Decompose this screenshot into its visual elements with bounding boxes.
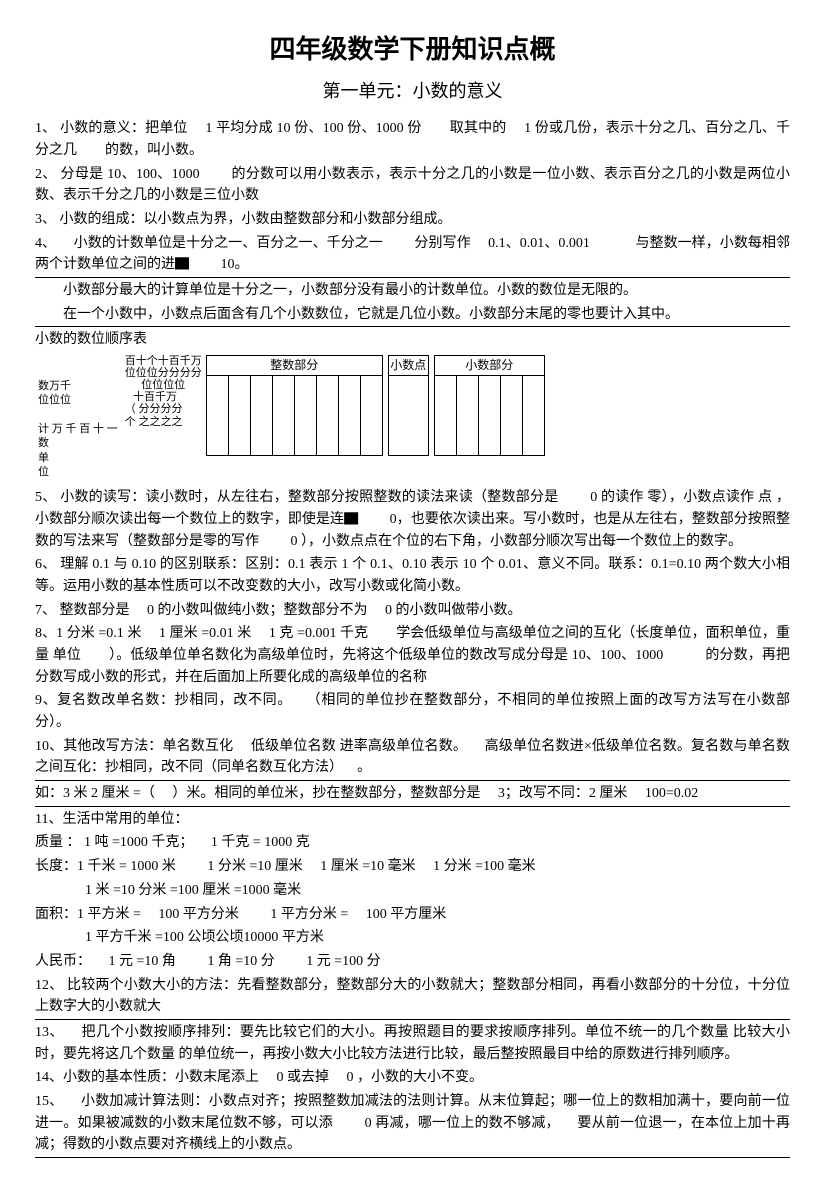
item-14: 14、小数的基本性质：小数末尾添上 0 或去掉 0 ，小数的大小不变。 <box>35 1067 790 1089</box>
item-4b: 在一个小数中，小数点后面含有几个小数数位，它就是几位小数。小数部分末尾的零也要计… <box>35 304 790 328</box>
side-labels-mid: 百十个十百千万位位位分分分分 位位位位 十百千万（ 分分分分个 之之之之 <box>125 355 202 428</box>
item-11c: 1 米 =10 分米 =100 厘米 =1000 毫米 <box>35 880 790 902</box>
unit-title: 第一单元：小数的意义 <box>35 78 790 106</box>
item-4: 4、 小数的计数单位是十分之一、百分之一、千分之一 分别写作 0.1、0.01、… <box>35 233 790 278</box>
item-10: 10、其他改写方法：单名数互化 低级单位名数 进率高级单位名数。 高级单位名数进… <box>35 736 790 781</box>
item-5: 5、 小数的读写：读小数时，从左往右，整数部分按照整数的读法来读（整数部分是 0… <box>35 487 790 552</box>
header-integer: 整数部分 <box>206 356 382 376</box>
table-caption: 小数的数位顺序表 <box>35 329 790 351</box>
side-labels-left: 数万千位位位计 万 千 百 十 一数单位 <box>35 355 121 481</box>
item-11d: 面积：1 平方米 = 100 平方分米 1 平方分米 = 100 平方厘米 <box>35 904 790 926</box>
item-11e: 1 平方千米 =100 公顷公顷10000 平方米 <box>35 927 790 949</box>
item-3: 3、 小数的组成：以小数点为界，小数由整数部分和小数部分组成。 <box>35 209 790 231</box>
header-decimal: 小数部分 <box>434 356 544 376</box>
item-11b: 长度：1 千米 = 1000 米 1 分米 =10 厘米 1 厘米 =10 毫米… <box>35 856 790 878</box>
place-value-table-area: 数万千位位位计 万 千 百 十 一数单位 百十个十百千万位位位分分分分 位位位位… <box>35 355 790 481</box>
item-12: 12、 比较两个小数大小的方法：先看整数部分，整数部分大的小数就大；整数部分相同… <box>35 975 790 1020</box>
item-2: 2、 分母是 10、100、1000 的分数可以用小数表示，表示十分之几的小数是… <box>35 164 790 207</box>
item-11: 11、生活中常用的单位： <box>35 809 790 831</box>
header-point: 小数点 <box>388 356 428 376</box>
item-9: 9、复名数改单名数：抄相同，改不同。 （相同的单位抄在整数部分，不相同的单位按照… <box>35 690 790 733</box>
item-13: 13、 把几个小数按顺序排列：要先比较它们的大小。再按照题目的要求按顺序排列。单… <box>35 1022 790 1065</box>
place-value-table: 整数部分 小数点 小数部分 <box>206 355 545 456</box>
item-15: 15、 小数加减计算法则：小数点对齐；按照整数加减法的法则计算。从末位算起；哪一… <box>35 1091 790 1158</box>
item-6: 6、 理解 0.1 与 0.10 的区别联系：区别：0.1 表示 1 个 0.1… <box>35 554 790 597</box>
page-title: 四年级数学下册知识点概 <box>35 30 790 70</box>
item-11a: 质量 ： 1 吨 =1000 千克； 1 千克 = 1000 克 <box>35 832 790 854</box>
item-8: 8、1 分米 =0.1 米 1 厘米 =0.01 米 1 克 =0.001 千克… <box>35 623 790 688</box>
item-10a: 如：3 米 2 厘米 =（ ）米。相同的单位米，抄在整数部分，整数部分是 3；改… <box>35 783 790 807</box>
item-4a: 小数部分最大的计算单位是十分之一，小数部分没有最小的计数单位。小数的数位是无限的… <box>35 280 790 302</box>
item-7: 7、 整数部分是 0 的小数叫做纯小数；整数部分不为 0 的小数叫做带小数。 <box>35 600 790 622</box>
item-1: 1、 小数的意义：把单位 1 平均分成 10 份、100 份、1000 份 取其… <box>35 118 790 161</box>
item-11f: 人民币： 1 元 =10 角 1 角 =10 分 1 元 =100 分 <box>35 951 790 973</box>
